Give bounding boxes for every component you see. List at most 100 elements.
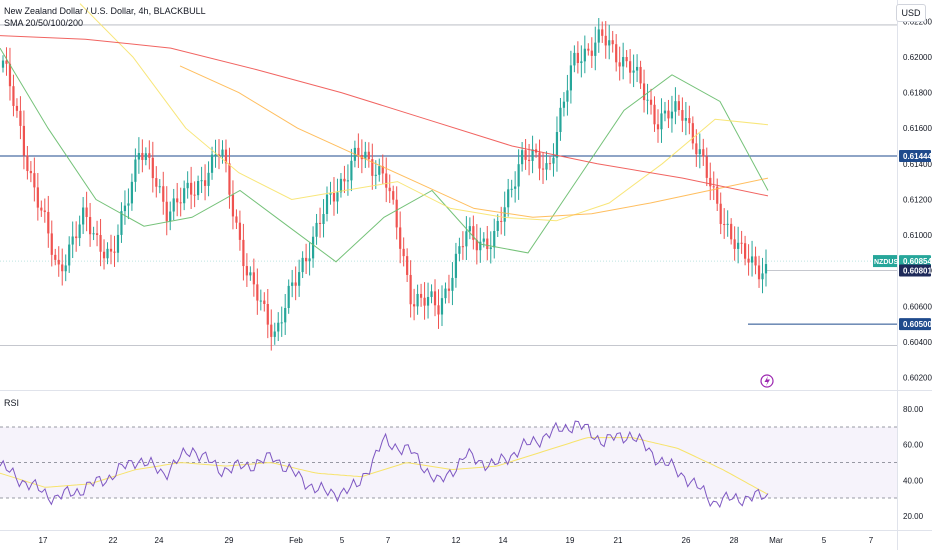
candle-body <box>242 239 245 267</box>
candle-body <box>430 291 433 297</box>
candle-body <box>419 293 423 298</box>
candle-body <box>217 154 221 156</box>
candle-body <box>423 297 426 306</box>
candle-body <box>134 159 137 182</box>
rsi-tick-label: 80.00 <box>903 405 924 414</box>
time-tick-label: 14 <box>499 536 508 545</box>
candle-body <box>726 223 729 225</box>
time-tick-label: 17 <box>39 536 48 545</box>
candle-body <box>315 222 318 237</box>
candle-body <box>719 203 722 225</box>
candle-body <box>374 174 377 176</box>
candle-body <box>743 243 747 259</box>
time-tick-label: 24 <box>155 536 164 545</box>
candle-body <box>203 180 207 186</box>
candle-body <box>57 259 60 265</box>
candle-body <box>601 29 604 36</box>
candle-body <box>413 304 416 307</box>
time-tick-label: 7 <box>386 536 391 545</box>
candle-body <box>322 214 325 224</box>
candle-body <box>698 149 701 155</box>
moving-average-line <box>79 3 769 222</box>
candle-body <box>193 194 196 196</box>
price-tick-label: 0.61800 <box>903 89 932 98</box>
last-price-tag-bg <box>899 255 931 268</box>
candle-body <box>468 226 471 232</box>
candles-group <box>1 18 768 351</box>
candle-body <box>61 264 64 272</box>
candle-body <box>144 153 147 160</box>
candle-body <box>378 166 381 175</box>
candle-body <box>737 242 740 249</box>
candle-body <box>622 57 625 67</box>
currency-button[interactable]: USD <box>896 4 926 22</box>
rsi-pane-label[interactable]: RSI <box>4 398 20 408</box>
candle-body <box>311 236 315 259</box>
candle-body <box>583 48 586 62</box>
candle-body <box>1 60 5 68</box>
candle-body <box>273 331 276 337</box>
candle-body <box>615 44 618 63</box>
candle-body <box>120 211 123 235</box>
time-tick-label: 19 <box>566 536 575 545</box>
candle-body <box>761 273 764 280</box>
candle-body <box>151 157 154 179</box>
candle-body <box>238 222 242 240</box>
candle-body <box>332 192 336 202</box>
candle-body <box>294 282 297 286</box>
candle-body <box>130 181 134 204</box>
candle-body <box>705 156 708 178</box>
time-tick-label: 5 <box>822 536 827 545</box>
candle-body <box>597 29 600 43</box>
candle-body <box>102 251 106 259</box>
candle-body <box>113 251 116 253</box>
price-tick-label: 0.60400 <box>903 338 932 347</box>
candle-body <box>426 296 430 306</box>
candle-body <box>99 235 102 252</box>
moving-average-line <box>179 65 769 218</box>
moving-average-line <box>0 47 769 263</box>
candle-body <box>29 171 32 174</box>
indicator-legend[interactable]: SMA 20/50/100/200 <box>4 18 84 28</box>
time-tick-label: 7 <box>869 536 874 545</box>
chart-header: New Zealand Dollar / U.S. Dollar, 4h, BL… <box>4 5 206 29</box>
candle-body <box>162 186 165 202</box>
candle-body <box>590 50 593 56</box>
candle-body <box>392 191 395 200</box>
candle-body <box>385 173 388 188</box>
candle-body <box>47 211 50 234</box>
candle-body <box>26 155 29 172</box>
rsi-tick-label: 20.00 <box>903 512 924 521</box>
candle-body <box>284 307 287 323</box>
candle-body <box>555 132 559 158</box>
candle-body <box>367 151 370 160</box>
price-tag-60801-bg <box>899 264 931 277</box>
candle-body <box>461 246 464 248</box>
candle-body <box>388 187 391 192</box>
symbol-title: New Zealand Dollar / U.S. Dollar, 4h, BL… <box>4 6 206 16</box>
candle-body <box>552 157 555 164</box>
rsi-line <box>0 420 769 509</box>
candle-body <box>19 110 22 126</box>
candle-body <box>482 238 485 242</box>
candle-body <box>231 194 235 217</box>
candle-body <box>186 182 189 189</box>
candle-body <box>343 178 346 182</box>
candle-body <box>155 178 158 187</box>
candle-body <box>527 159 531 161</box>
candle-body <box>252 272 255 285</box>
candle-body <box>562 101 566 108</box>
candle-body <box>15 105 19 111</box>
moving-average-line <box>0 35 769 197</box>
price-tick-label: 0.61200 <box>903 195 932 204</box>
candle-body <box>329 192 332 195</box>
candle-body <box>172 198 175 212</box>
candle-body <box>594 42 597 56</box>
candle-body <box>493 230 496 248</box>
candle-body <box>489 247 492 250</box>
price-tick-label: 0.60600 <box>903 302 932 311</box>
candle-body <box>207 172 210 186</box>
candle-body <box>716 186 719 204</box>
candle-body <box>660 113 663 130</box>
